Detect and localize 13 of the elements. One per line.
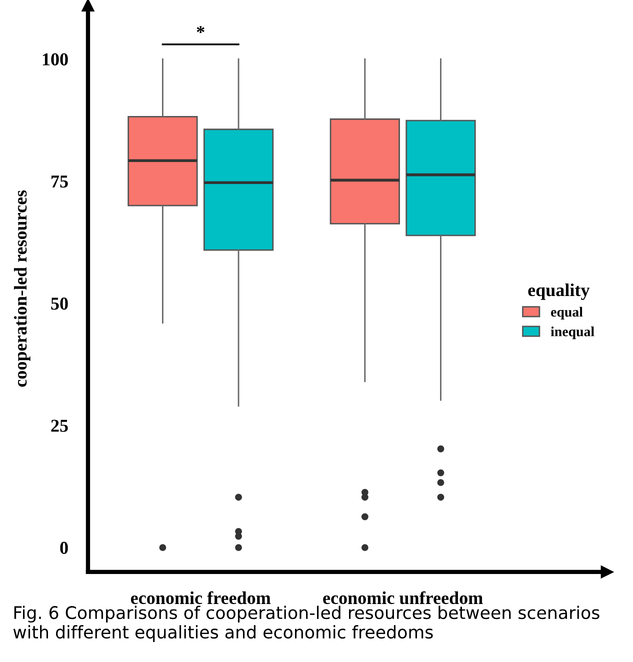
y-tick-label: 25 [51, 420, 68, 432]
y-tick-label: 0 [60, 542, 68, 554]
legend-label: inequal [550, 326, 594, 340]
legend-label: equal [551, 306, 583, 320]
y-axis-title: cooperation-led resources [14, 190, 30, 387]
y-tick-label: 50 [51, 298, 68, 310]
y-tick-label: 75 [52, 176, 68, 188]
x-tick-label: economic freedom [130, 591, 271, 604]
y-tick-label: 100 [42, 53, 68, 66]
x-tick-label: economic unfreedom [323, 591, 483, 604]
legend-title: equality [528, 283, 590, 300]
caption: Fig. 6 Comparisons of cooperation-led resources between scenarios with different equalities and economic freedoms [13, 606, 600, 642]
annotation: * [196, 26, 204, 33]
